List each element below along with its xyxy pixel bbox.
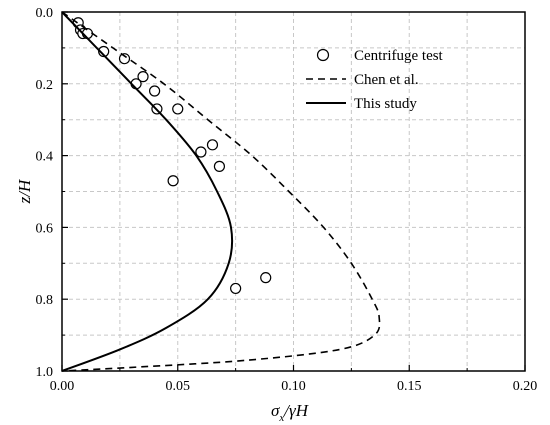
legend-label: Chen et al. [354, 72, 419, 88]
grid [62, 12, 525, 371]
x-tick-label: 0.15 [397, 379, 422, 394]
centrifuge-point [167, 175, 179, 187]
centrifuge-point [195, 146, 207, 158]
centrifuge-point [206, 139, 219, 151]
y-tick-label: 1.0 [36, 365, 54, 380]
x-axis-label-main: σ [271, 401, 280, 420]
y-axis-label: z/H [15, 178, 34, 204]
tick-labels: 0.00 0.05 0.10 0.15 0.20 0.0 0.2 0.4 0.6 0.8 1.0 [36, 6, 538, 394]
y-tick-label: 0.6 [36, 221, 54, 236]
this-study-line [61, 11, 234, 372]
series-layer [61, 11, 381, 372]
chen-line [61, 11, 381, 372]
x-axis-label: σx/γH [271, 401, 310, 424]
x-tick-label: 0.10 [281, 379, 306, 394]
legend-marker-circle [316, 48, 330, 62]
x-tick-label: 0.05 [166, 379, 191, 394]
legend-label: Centrifuge test [354, 48, 444, 64]
centrifuge-point [118, 53, 131, 65]
x-axis-label-sub: x [278, 412, 284, 424]
centrifuge-point [149, 85, 161, 97]
x-axis-label-rest: /γH [283, 401, 309, 420]
plot-frame [61, 11, 526, 372]
centrifuge-point [172, 103, 184, 115]
legend: Centrifuge test Chen et al. This study [306, 48, 444, 112]
centrifuge-point [230, 282, 242, 295]
x-tick-label: 0.20 [513, 379, 538, 394]
x-tick-label: 0.00 [50, 379, 75, 394]
legend-label: This study [354, 96, 417, 112]
centrifuge-point [260, 272, 272, 284]
centrifuge-point [137, 71, 149, 83]
y-tick-label: 0.0 [36, 6, 54, 21]
y-tick-label: 0.4 [36, 150, 54, 165]
centrifuge-point [213, 160, 226, 172]
y-tick-label: 0.8 [36, 293, 54, 308]
y-tick-label: 0.2 [36, 78, 54, 93]
